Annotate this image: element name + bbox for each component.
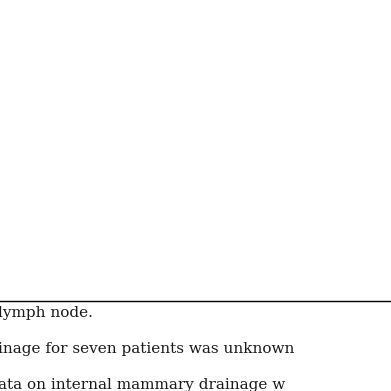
- Text: lymph node.: lymph node.: [0, 306, 93, 320]
- Text: ata on internal mammary drainage w: ata on internal mammary drainage w: [0, 378, 285, 391]
- Text: inage for seven patients was unknown: inage for seven patients was unknown: [0, 342, 294, 356]
